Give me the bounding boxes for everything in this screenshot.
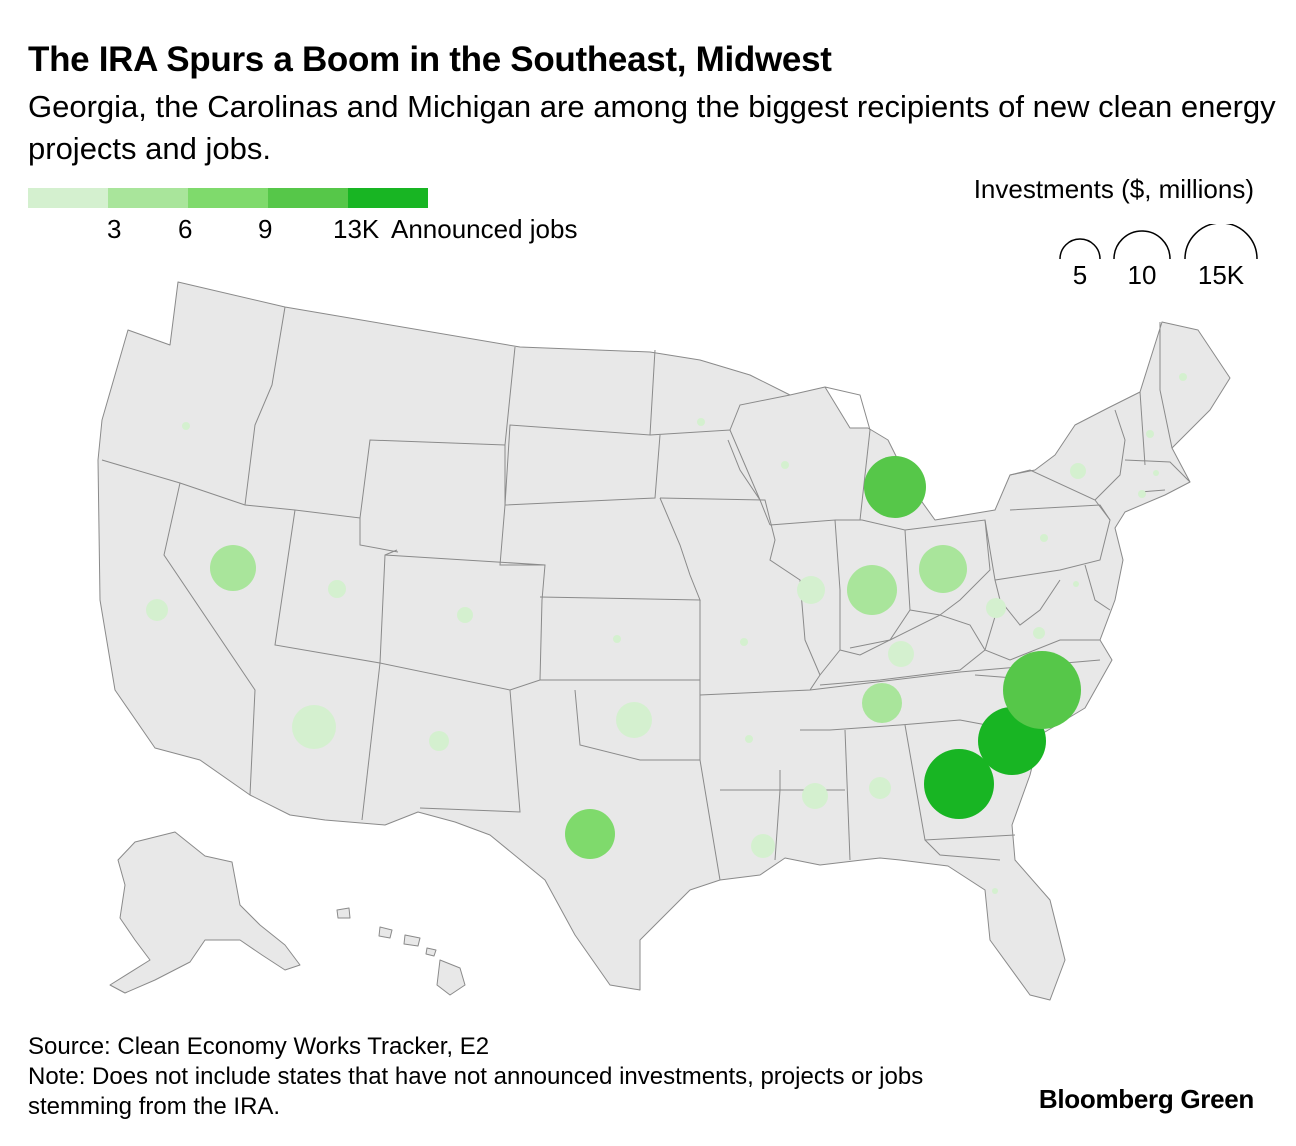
bubble-illinois bbox=[797, 576, 825, 604]
bubble-kansas bbox=[613, 635, 621, 643]
us-land bbox=[97, 281, 1231, 1001]
bubble-vermont bbox=[1146, 430, 1154, 438]
legend-swatch bbox=[348, 188, 428, 208]
bubble-new-mexico bbox=[429, 731, 449, 751]
source-note: Source: Clean Economy Works Tracker, E2 bbox=[28, 1033, 490, 1060]
bubble-virginia bbox=[1033, 627, 1045, 639]
bubble-maryland bbox=[1073, 581, 1079, 587]
bubble-new-york bbox=[1070, 463, 1086, 479]
bubble-oklahoma bbox=[616, 702, 652, 738]
size-legend-label: 10 bbox=[1127, 260, 1157, 290]
investment-legend-title: Investments ($, millions) bbox=[973, 174, 1254, 204]
size-legend-label: 15K bbox=[1197, 260, 1245, 290]
footer: Source: Clean Economy Works Tracker, E2 … bbox=[28, 1032, 1008, 1122]
methodology-note: Note: Does not include states that have … bbox=[28, 1063, 924, 1120]
bubble-nevada bbox=[210, 545, 256, 591]
bubble-alabama bbox=[869, 777, 891, 799]
bubble-ohio bbox=[919, 545, 967, 593]
legend-tick: 13K bbox=[333, 214, 380, 244]
bubble-arkansas bbox=[745, 735, 753, 743]
bubble-indiana bbox=[847, 565, 897, 615]
hawaii-island bbox=[403, 934, 421, 947]
legend-swatch bbox=[28, 188, 108, 208]
bubble-west-virginia bbox=[986, 598, 1006, 618]
bubble-georgia bbox=[924, 749, 994, 819]
investment-size-legend: 5 10 15K bbox=[1040, 224, 1280, 294]
legend-tick: 9 bbox=[258, 214, 273, 244]
bubble-colorado bbox=[457, 607, 473, 623]
legend-swatch bbox=[188, 188, 268, 208]
bubble-arizona bbox=[292, 705, 336, 749]
hawaii-island bbox=[336, 907, 351, 919]
bubble-louisiana bbox=[751, 834, 775, 858]
bubble-texas bbox=[565, 809, 615, 859]
hawaii-island bbox=[378, 926, 393, 939]
bubble-connecticut bbox=[1138, 490, 1146, 498]
jobs-legend-ticks: 3 6 9 13K Announced jobs bbox=[28, 214, 648, 246]
size-legend-arcs bbox=[1059, 224, 1258, 260]
bubble-minnesota bbox=[697, 418, 705, 426]
bubble-north-carolina bbox=[1003, 651, 1081, 729]
bubble-utah bbox=[328, 580, 346, 598]
bubble-kentucky bbox=[888, 641, 914, 667]
bubble-wisconsin bbox=[781, 461, 789, 469]
legend-swatch bbox=[108, 188, 188, 208]
legend-tick: 6 bbox=[178, 214, 193, 244]
legend-tick: 3 bbox=[107, 214, 122, 244]
bubble-tennessee bbox=[862, 683, 902, 723]
bubble-michigan bbox=[864, 456, 926, 518]
bloomberg-green-logo: Bloomberg Green bbox=[1038, 1084, 1254, 1114]
hawaii-big-island bbox=[436, 959, 466, 996]
contiguous-us-outline bbox=[97, 281, 1231, 1001]
size-legend-label: 5 bbox=[1072, 260, 1088, 290]
chart-subtitle: Georgia, the Carolinas and Michigan are … bbox=[28, 89, 1276, 166]
hawaii-island bbox=[425, 947, 437, 957]
jobs-color-legend bbox=[28, 188, 428, 208]
state-investment-bubbles bbox=[146, 373, 1187, 894]
bubble-mississippi bbox=[802, 783, 828, 809]
legend-label: Announced jobs bbox=[391, 214, 578, 244]
bubble-massachusetts bbox=[1153, 470, 1159, 476]
alaska bbox=[109, 831, 301, 994]
bubble-california bbox=[146, 599, 168, 621]
state-borders bbox=[101, 306, 1191, 881]
bubble-maine bbox=[1179, 373, 1187, 381]
bubble-florida bbox=[992, 888, 998, 894]
legend-swatch bbox=[268, 188, 348, 208]
bubble-pennsylvania bbox=[1040, 534, 1048, 542]
bubble-oregon bbox=[182, 422, 190, 430]
bubble-missouri bbox=[740, 638, 748, 646]
us-map bbox=[97, 281, 1231, 1001]
chart-title: The IRA Spurs a Boom in the Southeast, M… bbox=[28, 40, 832, 79]
